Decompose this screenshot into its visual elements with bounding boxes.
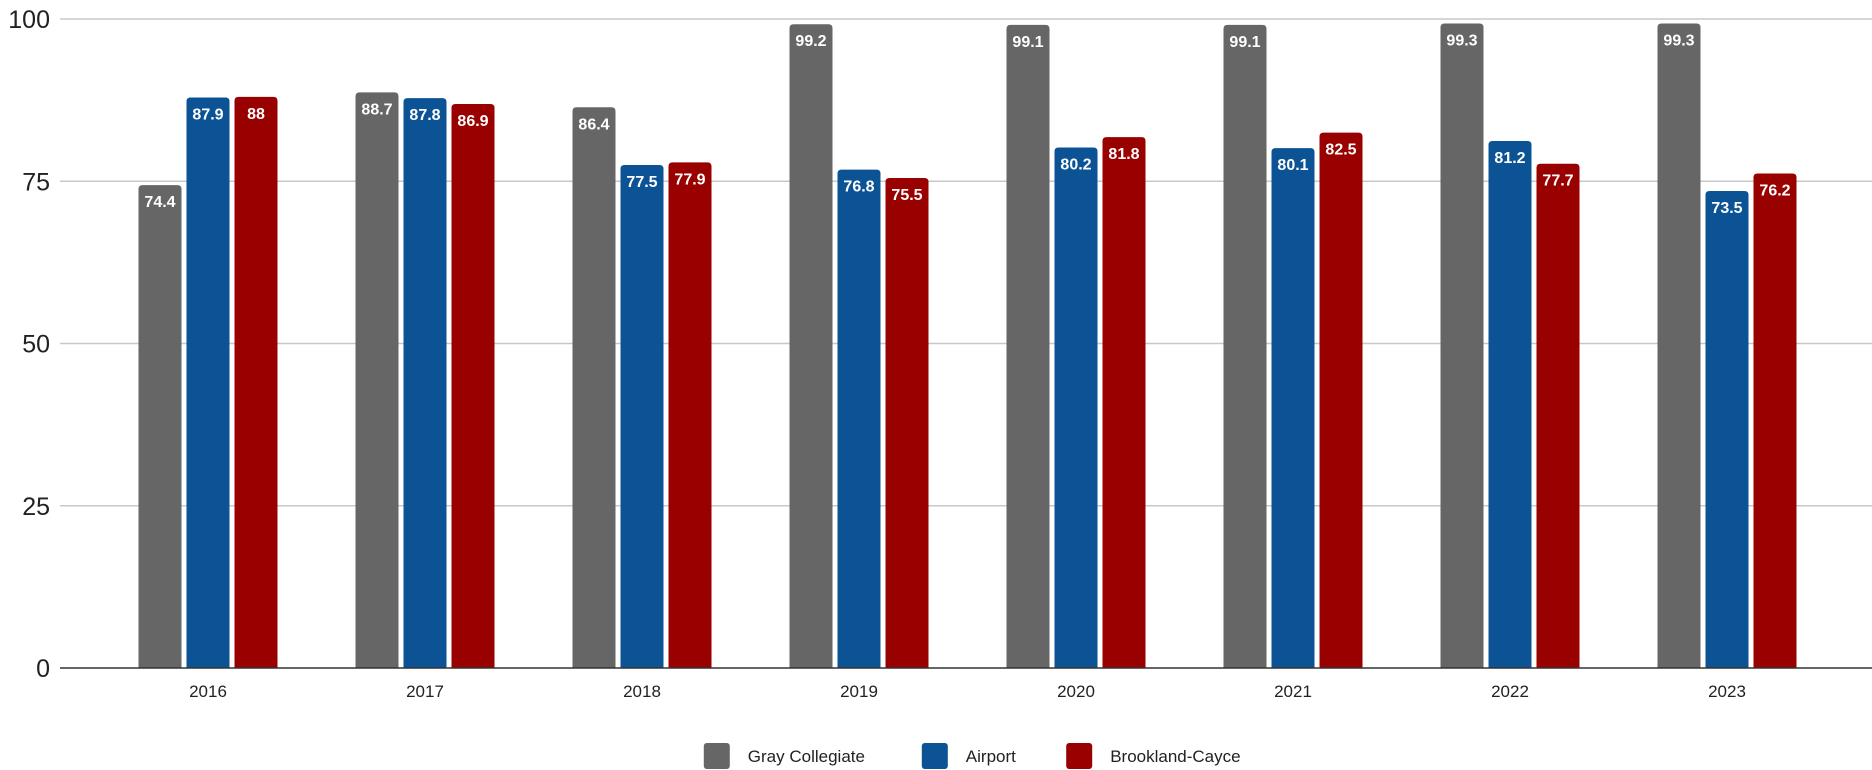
data-label: 73.5 [1711, 200, 1742, 217]
x-tick-label: 2018 [623, 682, 661, 701]
data-label: 99.1 [1229, 34, 1260, 51]
data-label: 86.9 [457, 113, 488, 130]
x-tick-label: 2020 [1057, 682, 1095, 701]
data-label: 81.2 [1494, 150, 1525, 167]
bar-airport-2017 [403, 98, 447, 669]
legend-swatch [1066, 743, 1093, 769]
data-label: 88.7 [361, 101, 392, 118]
data-label: 74.4 [144, 194, 175, 211]
x-tick-label: 2021 [1274, 682, 1312, 701]
data-label: 87.8 [409, 107, 440, 124]
y-axis-tick-labels: 0 25 50 75 100 [8, 6, 50, 683]
y-tick-label: 0 [36, 655, 50, 683]
y-tick-label: 75 [22, 168, 50, 196]
bar-gray-collegiate-2018 [572, 107, 616, 669]
bar-airport-2021 [1271, 148, 1315, 668]
legend-label: Airport [966, 747, 1016, 766]
x-tick-label: 2023 [1708, 682, 1746, 701]
bar-gray-collegiate-2019 [789, 24, 833, 668]
data-label: 77.9 [674, 171, 705, 188]
data-label: 99.3 [1446, 33, 1477, 50]
x-tick-label: 2017 [406, 682, 444, 701]
data-label: 80.1 [1277, 157, 1308, 174]
bar-brookland-cayce-2023 [1753, 173, 1797, 668]
data-label: 87.9 [192, 107, 223, 124]
bar-brookland-cayce-2017 [451, 104, 495, 669]
x-axis-tick-labels: 2016 2017 2018 2019 2020 2021 2022 2023 [189, 682, 1746, 701]
bar-gray-collegiate-2023 [1657, 23, 1701, 669]
bars [138, 23, 1797, 669]
y-tick-label: 25 [22, 493, 50, 521]
bar-airport-2020 [1054, 147, 1098, 668]
bar-gray-collegiate-2017 [355, 92, 399, 669]
bar-brookland-cayce-2021 [1319, 132, 1363, 668]
gridlines [60, 18, 1872, 507]
bar-gray-collegiate-2022 [1440, 23, 1484, 669]
legend: Gray Collegiate Airport Brookland-Cayce [703, 743, 1241, 769]
data-label: 81.8 [1108, 146, 1139, 163]
data-label: 88 [247, 106, 265, 123]
bar-airport-2022 [1488, 141, 1532, 669]
bar-brookland-cayce-2016 [234, 96, 278, 668]
x-tick-label: 2016 [189, 682, 227, 701]
data-label: 86.4 [578, 116, 609, 133]
bar-brookland-cayce-2019 [885, 178, 929, 668]
data-label: 99.3 [1663, 33, 1694, 50]
bar-gray-collegiate-2021 [1223, 24, 1267, 668]
legend-swatch [703, 743, 730, 769]
bar-airport-2018 [620, 165, 664, 668]
data-label: 77.5 [626, 174, 657, 191]
bar-brookland-cayce-2020 [1102, 137, 1146, 669]
data-labels: 74.4 87.9 88 88.7 87.8 86.9 86.4 77.5 77.9 99.2 76… [144, 33, 1790, 217]
data-label: 80.2 [1060, 157, 1091, 174]
bar-gray-collegiate-2016 [138, 185, 182, 669]
data-label: 76.2 [1759, 182, 1790, 199]
x-tick-label: 2022 [1491, 682, 1529, 701]
legend-label: Brookland-Cayce [1110, 747, 1240, 766]
data-label: 76.8 [843, 179, 874, 196]
data-label: 75.5 [891, 187, 922, 204]
x-tick-label: 2019 [840, 682, 878, 701]
bar-airport-2016 [186, 97, 230, 669]
bar-gray-collegiate-2020 [1006, 24, 1050, 668]
bar-brookland-cayce-2018 [668, 162, 712, 668]
data-label: 77.7 [1542, 173, 1573, 190]
bar-airport-2023 [1705, 190, 1749, 669]
data-label: 82.5 [1325, 142, 1356, 159]
legend-label: Gray Collegiate [748, 747, 865, 766]
y-tick-label: 50 [22, 331, 50, 359]
bar-brookland-cayce-2022 [1536, 163, 1580, 669]
data-label: 99.1 [1012, 34, 1043, 51]
legend-swatch [921, 743, 948, 769]
y-tick-label: 100 [8, 6, 50, 34]
data-label: 99.2 [795, 33, 826, 50]
bar-airport-2019 [837, 169, 881, 668]
